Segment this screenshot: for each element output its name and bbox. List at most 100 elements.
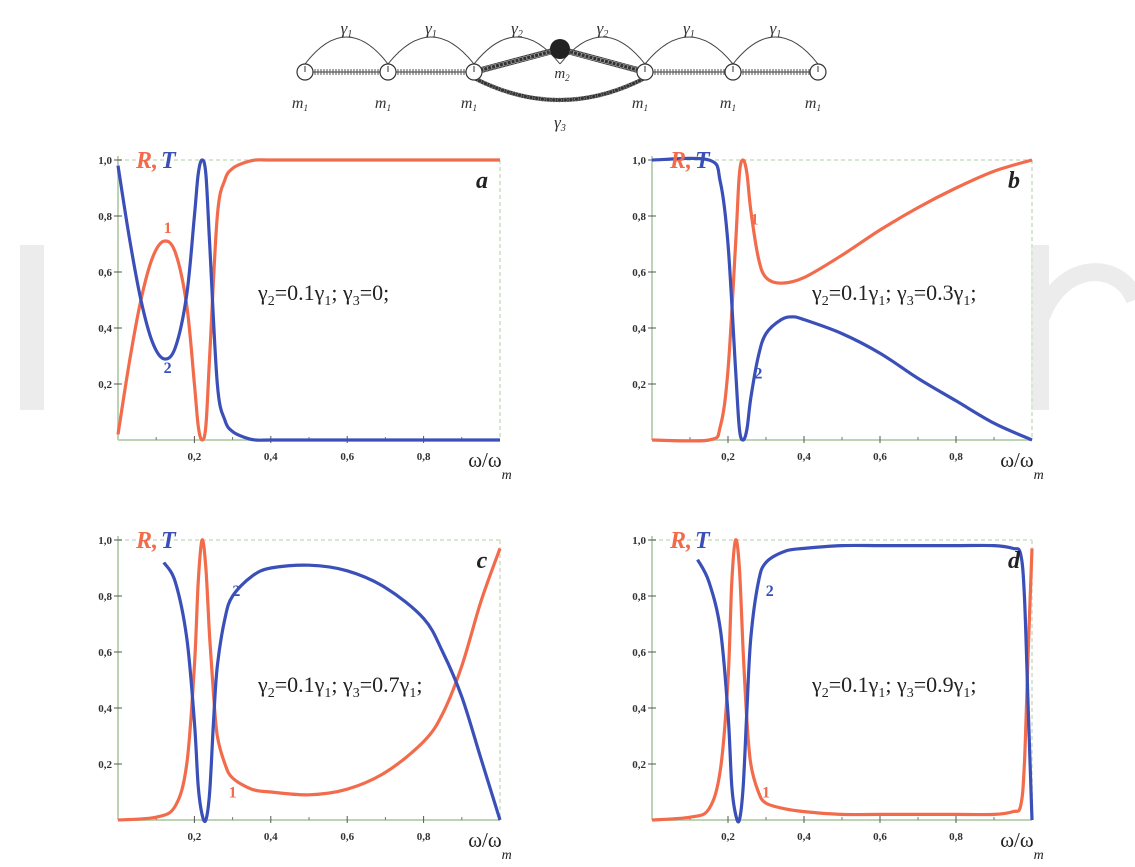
curve-label: 2 [754,365,762,382]
watermark-shape [20,245,44,410]
spring-gamma1 [305,69,388,75]
y-tick-label: 0,8 [632,211,646,223]
chart-panel-b: 1,0 0,8 0,6 0,4 0,2 0,2 0,4 0,6 0,8 1 2 R, T b γ2=0.1γ… [632,148,1044,483]
mass-m2 [550,39,570,59]
curve-label: 1 [164,220,172,237]
link-arc [473,36,561,65]
x-tick-label: 0,6 [873,831,887,843]
x-tick-label: 0,6 [340,451,354,463]
gamma1-label: γ1 [683,19,695,40]
panel-letter: a [476,168,488,194]
spring-gamma2 [559,46,646,75]
annotation: γ2=0.1γ1; γ3=0; [257,280,389,309]
x-tick-label: 0,8 [949,451,963,463]
curve-label: 1 [762,785,770,802]
annotation: γ2=0.1γ1; γ3=0.3γ1; [811,280,976,309]
gamma2-label: γ2 [511,19,523,40]
rt-label: R, T [135,528,177,554]
rt-label: R, T [669,148,711,174]
spring-gamma1 [645,69,733,75]
y-tick-label: 0,8 [98,591,112,603]
x-tick-label: 0,4 [264,831,278,843]
m1-label: m1 [720,95,736,114]
series-line-T [651,156,1033,442]
y-tick-label: 0,4 [632,703,646,715]
m1-label: m1 [632,95,648,114]
chart-panels: 1,0 0,8 0,6 0,4 0,2 0,2 0,4 0,6 0,8 1 2 R, T a γ2=0.1γ… [98,148,1044,863]
annotation: γ2=0.1γ1; γ3=0.7γ1; [257,672,422,701]
gamma2-label: γ2 [597,19,609,40]
x-tick-label: 0,6 [873,451,887,463]
y-tick-label: 0,6 [98,267,112,279]
curve-label: 2 [232,583,240,600]
curve-label: 2 [164,360,172,377]
x-tick-label: 0,4 [264,451,278,463]
y-tick-label: 0,6 [632,267,646,279]
x-tick-label: 0,8 [417,451,431,463]
y-tick-label: 1,0 [98,155,112,167]
m2-label: m2 [554,66,570,83]
curve-label: 1 [751,211,759,228]
y-tick-label: 0,2 [98,759,112,771]
x-tick-label: 0,8 [949,831,963,843]
rt-label: R, T [669,528,711,554]
y-tick-label: 1,0 [98,535,112,547]
m1-label: m1 [375,95,391,114]
y-tick-label: 0,4 [98,323,112,335]
y-tick-label: 0,4 [632,323,646,335]
gamma1-label: γ1 [341,19,353,40]
panel-letter: b [1008,168,1020,194]
y-tick-label: 0,2 [632,759,646,771]
m1-label: m1 [292,95,308,114]
gamma1-label: γ1 [770,19,782,40]
spring-gamma1 [733,69,818,75]
gamma3-label: γ3 [554,113,566,134]
chart-panel-c: 1,0 0,8 0,6 0,4 0,2 0,2 0,4 0,6 0,8 1 2 R, T c γ2=0.1γ… [98,528,512,863]
x-tick-label: 0,8 [417,831,431,843]
curve-label: 2 [766,583,774,600]
chart-panel-a: 1,0 0,8 0,6 0,4 0,2 0,2 0,4 0,6 0,8 1 2 R, T a γ2=0.1γ… [98,148,512,483]
x-tick-label: 0,2 [188,451,202,463]
m1-label: m1 [805,95,821,114]
series-line-T [162,561,502,824]
background-watermark [20,245,1135,410]
panel-letter: d [1008,548,1021,574]
x-axis-label: ω/ωm [1000,448,1044,483]
chart-panel-d: 1,0 0,8 0,6 0,4 0,2 0,2 0,4 0,6 0,8 1 2 R, T d γ2=0.1γ… [632,528,1044,863]
y-tick-label: 0,6 [98,647,112,659]
x-axis-label: ω/ωm [468,828,512,862]
y-tick-label: 0,4 [98,703,112,715]
y-tick-label: 0,2 [632,379,646,391]
x-tick-label: 0,2 [188,831,202,843]
y-tick-label: 0,8 [632,591,646,603]
rt-label: R, T [135,148,177,174]
x-tick-label: 0,2 [721,451,735,463]
series-line-R [116,158,500,442]
mass-spring-diagram: γ1 γ1 γ2 γ2 γ1 γ1 γ3 m2 m1 m1 m1 m1 m1 m1 [292,19,827,134]
y-tick-label: 0,2 [98,379,112,391]
y-tick-label: 0,6 [632,647,646,659]
link-arc [387,36,475,65]
x-tick-label: 0,4 [797,831,811,843]
link-arc [644,36,734,65]
curve-label: 1 [229,785,237,802]
annotation: γ2=0.1γ1; γ3=0.9γ1; [811,672,976,701]
x-tick-label: 0,6 [340,831,354,843]
panel-letter: c [477,548,488,574]
spring-gamma2 [473,46,561,75]
y-tick-label: 1,0 [632,535,646,547]
series-line-T [116,158,500,442]
link-arc [732,36,819,65]
spring-gamma3 [473,76,646,103]
x-axis-label: ω/ωm [468,448,512,483]
link-arc [559,36,646,65]
watermark-shape [1031,245,1135,410]
y-tick-label: 0,8 [98,211,112,223]
x-tick-label: 0,4 [797,451,811,463]
x-tick-label: 0,2 [721,831,735,843]
series-line-R [651,538,1034,822]
link-arc [304,36,389,65]
gamma1-label: γ1 [425,19,437,40]
